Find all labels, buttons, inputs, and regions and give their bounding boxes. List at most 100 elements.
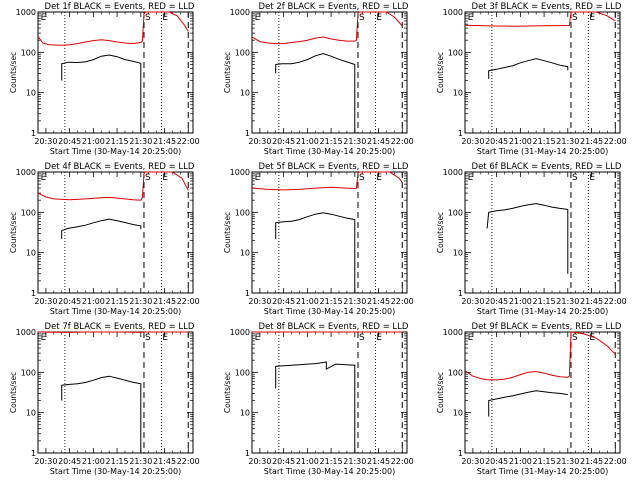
x-axis-label: Start Time (30-May-14 20:25:00): [50, 467, 181, 476]
x-tick-label: 21:45: [367, 457, 390, 466]
x-axis-label: Start Time (30-May-14 20:25:00): [264, 307, 395, 316]
y-axis-label: Counts/sec: [9, 52, 18, 93]
series-line-events: [489, 391, 568, 417]
chart-panel-2: Det 2f BLACK = Events, RED = LLD11010010…: [223, 2, 414, 156]
y-tick-label: 1000: [443, 8, 463, 17]
x-tick-label: 21:15: [106, 457, 129, 466]
flag-label-e: E: [162, 173, 168, 183]
plot-frame: [252, 332, 407, 453]
flag-label-e: E: [162, 333, 168, 343]
chart-panel-4: Det 4f BLACK = Events, RED = LLD11010010…: [9, 162, 200, 316]
x-tick-label: 21:45: [367, 297, 390, 306]
y-tick-label: 100: [235, 48, 250, 57]
x-tick-label: 20:30: [34, 457, 57, 466]
series-line-events: [487, 204, 568, 274]
x-axis-label: Start Time (31-May-14 20:25:00): [477, 467, 608, 476]
flag-label-s: S: [359, 333, 365, 343]
x-tick-label: 21:00: [82, 137, 105, 146]
flag-label-s: S: [145, 13, 151, 23]
x-tick-label: 20:30: [34, 137, 57, 146]
y-tick-label: 1000: [230, 168, 250, 177]
x-tick-label: 21:30: [556, 137, 579, 146]
y-tick-label: 10: [26, 409, 36, 418]
x-tick-label: 22:00: [391, 137, 414, 146]
x-tick-label: 21:45: [367, 137, 390, 146]
flag-label-s: S: [572, 173, 578, 183]
chart-title: Det 6f BLACK = Events, RED = LLD: [472, 162, 622, 172]
chart-panel-5: Det 5f BLACK = Events, RED = LLD11010010…: [223, 162, 414, 316]
flag-label-e: E: [376, 333, 382, 343]
x-tick-label: 20:30: [248, 137, 271, 146]
x-axis-label: Start Time (30-May-14 20:25:00): [264, 147, 395, 156]
chart-panel-8: Det 8f BLACK = Events, RED = LLD11010010…: [223, 322, 414, 476]
flag-label-e: E: [41, 173, 47, 183]
x-axis-label: Start Time (31-May-14 20:25:00): [477, 307, 608, 316]
y-axis-label: Counts/sec: [223, 212, 232, 253]
y-tick-label: 100: [21, 368, 36, 377]
series-line-events: [276, 54, 355, 133]
x-tick-label: 21:30: [343, 457, 366, 466]
flag-label-e: E: [468, 333, 474, 343]
y-axis-label: Counts/sec: [223, 52, 232, 93]
x-tick-label: 20:45: [58, 297, 81, 306]
x-tick-label: 20:45: [58, 457, 81, 466]
flag-label-e: E: [255, 333, 261, 343]
x-tick-label: 21:15: [320, 137, 343, 146]
flag-label-s: S: [145, 173, 151, 183]
x-tick-label: 21:30: [343, 297, 366, 306]
x-tick-label: 22:00: [177, 457, 200, 466]
flag-label-e: E: [376, 13, 382, 23]
x-tick-label: 22:00: [177, 137, 200, 146]
x-tick-label: 21:15: [106, 137, 129, 146]
x-tick-label: 21:15: [106, 297, 129, 306]
flag-label-e: E: [376, 173, 382, 183]
y-tick-label: 100: [448, 208, 463, 217]
x-tick-label: 21:45: [580, 457, 603, 466]
x-tick-label: 21:30: [343, 137, 366, 146]
x-tick-label: 20:30: [461, 457, 484, 466]
x-tick-label: 20:45: [485, 297, 508, 306]
y-tick-label: 1000: [16, 8, 36, 17]
series-line-events: [62, 55, 141, 133]
x-tick-label: 21:15: [320, 297, 343, 306]
series-line-events: [62, 376, 141, 453]
y-axis-label: Counts/sec: [436, 212, 445, 253]
x-tick-label: 21:15: [533, 137, 556, 146]
flag-label-e: E: [162, 13, 168, 23]
y-tick-label: 10: [453, 89, 463, 98]
x-tick-label: 21:15: [533, 457, 556, 466]
x-tick-label: 20:45: [485, 137, 508, 146]
x-tick-label: 21:00: [509, 457, 532, 466]
x-tick-label: 20:30: [461, 137, 484, 146]
x-tick-label: 21:30: [556, 297, 579, 306]
y-axis-label: Counts/sec: [9, 212, 18, 253]
x-tick-label: 21:30: [129, 137, 152, 146]
y-tick-label: 10: [240, 409, 250, 418]
chart-title: Det 1f BLACK = Events, RED = LLD: [45, 2, 195, 12]
chart-panel-6: Det 6f BLACK = Events, RED = LLD11010010…: [436, 162, 627, 316]
x-tick-label: 21:15: [533, 297, 556, 306]
y-tick-label: 100: [21, 48, 36, 57]
chart-panel-7: Det 7f BLACK = Events, RED = LLD11010010…: [9, 322, 200, 476]
y-axis-label: Counts/sec: [223, 372, 232, 413]
flag-label-e: E: [589, 173, 595, 183]
chart-title: Det 2f BLACK = Events, RED = LLD: [259, 2, 409, 12]
x-tick-label: 21:30: [129, 457, 152, 466]
x-tick-label: 21:45: [580, 297, 603, 306]
series-line-events: [62, 219, 141, 239]
chart-title: Det 5f BLACK = Events, RED = LLD: [259, 162, 409, 172]
chart-panel-3: Det 3f BLACK = Events, RED = LLD11010010…: [436, 2, 627, 156]
y-tick-label: 100: [21, 208, 36, 217]
chart-title: Det 8f BLACK = Events, RED = LLD: [259, 322, 409, 332]
x-tick-label: 20:45: [272, 137, 295, 146]
series-line-events: [489, 59, 568, 79]
y-tick-label: 100: [448, 48, 463, 57]
chart-panel-9: Det 9f BLACK = Events, RED = LLD11010010…: [436, 322, 627, 476]
y-axis-label: Counts/sec: [9, 372, 18, 413]
flag-label-e: E: [255, 173, 261, 183]
chart-panel-1: Det 1f BLACK = Events, RED = LLD11010010…: [9, 2, 200, 156]
flag-label-e: E: [468, 173, 474, 183]
x-tick-label: 22:00: [604, 457, 627, 466]
